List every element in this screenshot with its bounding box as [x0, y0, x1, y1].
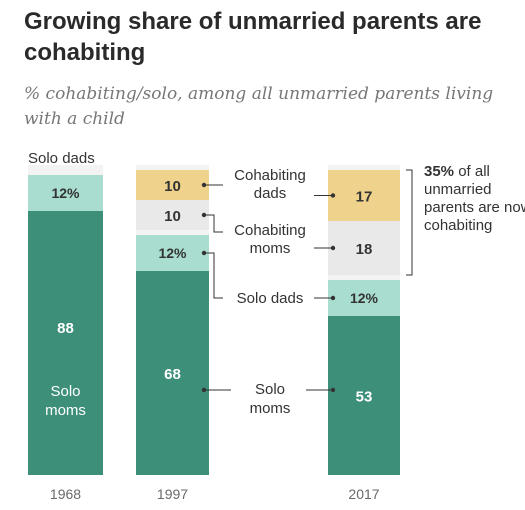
annotation-line3: parents are now	[424, 199, 525, 216]
annotation-text-part: of all	[454, 163, 490, 180]
data-label-2017-cohabiting-dads: 17	[356, 189, 373, 206]
label-solo-dads-middle: Solo dads	[237, 290, 304, 307]
solo-moms-label-in-bar-line2: moms	[45, 402, 86, 419]
data-label-1997-cohabiting-moms: 10	[164, 208, 181, 225]
data-label-2017-solo-moms: 53	[356, 389, 373, 406]
annotation-line1: 35% of all	[424, 163, 490, 180]
bar-segment-2017-cohabiting-moms	[328, 221, 400, 275]
data-label-1997-cohabiting-dads: 10	[164, 178, 181, 195]
annotation-line2: unmarried	[424, 181, 492, 198]
data-label-1997-solo-moms: 68	[164, 366, 181, 383]
bar-segment-1997-cohabiting-moms	[136, 200, 209, 230]
label-cohabiting-moms-line2: moms	[250, 240, 291, 257]
bar-segment-1968-solo-moms	[28, 211, 103, 475]
bar-segment-1968-solo-dads	[28, 175, 103, 211]
data-label-1997-solo-dads: 12%	[158, 245, 187, 261]
annotation-bracket	[406, 169, 413, 276]
connector-line-solo-dads-1997	[204, 252, 223, 299]
label-cohabiting-moms: Cohabiting	[234, 222, 306, 239]
bar-segment-1997-solo-moms	[136, 271, 209, 475]
chart-subtitle: % cohabiting/solo, among all unmarried p…	[24, 84, 494, 129]
x-tick-label-2017: 2017	[348, 486, 379, 502]
bar-segment-2017-cohabiting-dads	[328, 170, 400, 221]
chart-title: Growing share of unmarried parents are c…	[24, 8, 482, 66]
label-cohabiting-dads-line2: dads	[254, 185, 287, 202]
data-label-1968-solo-dads: 12%	[51, 185, 80, 201]
bar-segment-1997-cohabiting-dads	[136, 170, 209, 200]
x-tick-label-1968: 1968	[50, 486, 81, 502]
data-label-1968-solo-moms: 88	[57, 320, 74, 337]
bar-segment-2017-solo-dads	[328, 280, 400, 316]
annotation-highlight: 35%	[424, 163, 454, 180]
bar-segment-1997-solo-dads	[136, 235, 209, 271]
bar-segment-2017-solo-moms	[328, 316, 400, 475]
label-cohabiting-dads: Cohabiting	[234, 167, 306, 184]
annotation-line4: cohabiting	[424, 217, 492, 234]
label-solo-moms-middle: Solo	[255, 381, 285, 398]
x-tick-label-1997: 1997	[157, 486, 188, 502]
solo-moms-label-in-bar: Solo	[50, 383, 80, 400]
solo-dads-label-above-bar: Solo dads	[28, 150, 95, 167]
data-label-2017-solo-dads: 12%	[350, 290, 379, 306]
connector-line-cohab-moms-1997	[204, 214, 223, 233]
data-label-2017-cohabiting-moms: 18	[356, 241, 373, 258]
label-solo-moms-middle-line2: moms	[250, 400, 291, 417]
